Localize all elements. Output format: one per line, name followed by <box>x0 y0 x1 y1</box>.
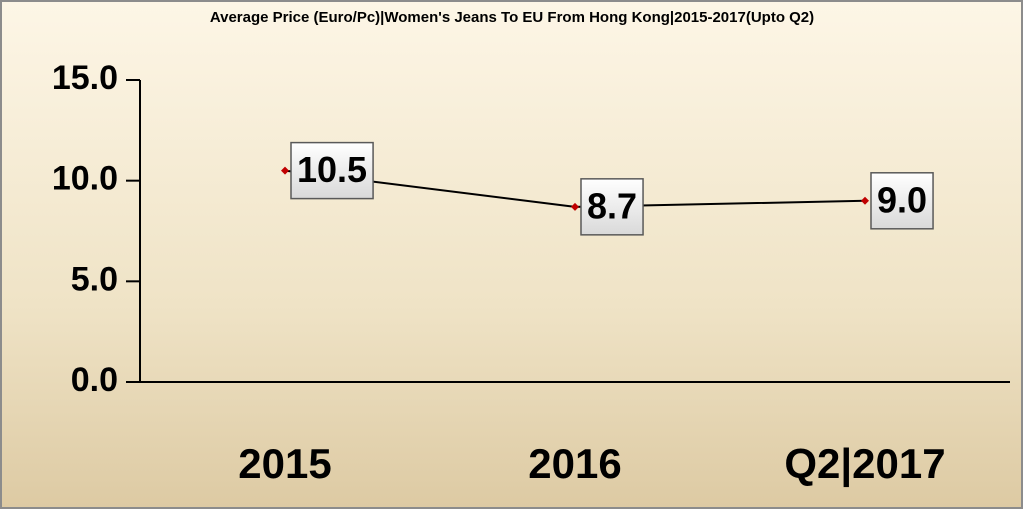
point-marker <box>281 166 289 175</box>
x-tick-label: Q2|2017 <box>784 440 945 488</box>
y-tick-label: 0.0 <box>71 361 118 399</box>
data-label: 10.5 <box>297 149 367 190</box>
data-label-box <box>290 141 374 200</box>
y-tick-label: 15.0 <box>52 59 118 97</box>
data-label: 8.7 <box>587 185 637 226</box>
y-tick-label: 10.0 <box>52 160 118 198</box>
x-tick-label: 2016 <box>528 440 621 487</box>
y-tick-label: 5.0 <box>71 260 118 298</box>
x-tick-label: 2015 <box>238 440 331 487</box>
point-marker <box>861 196 869 205</box>
point-marker <box>571 202 579 211</box>
data-label: 9.0 <box>877 179 927 220</box>
data-label-box <box>580 178 644 236</box>
chart-title: Average Price (Euro/Pc)|Women's Jeans To… <box>210 9 814 26</box>
data-label-box <box>870 172 934 230</box>
